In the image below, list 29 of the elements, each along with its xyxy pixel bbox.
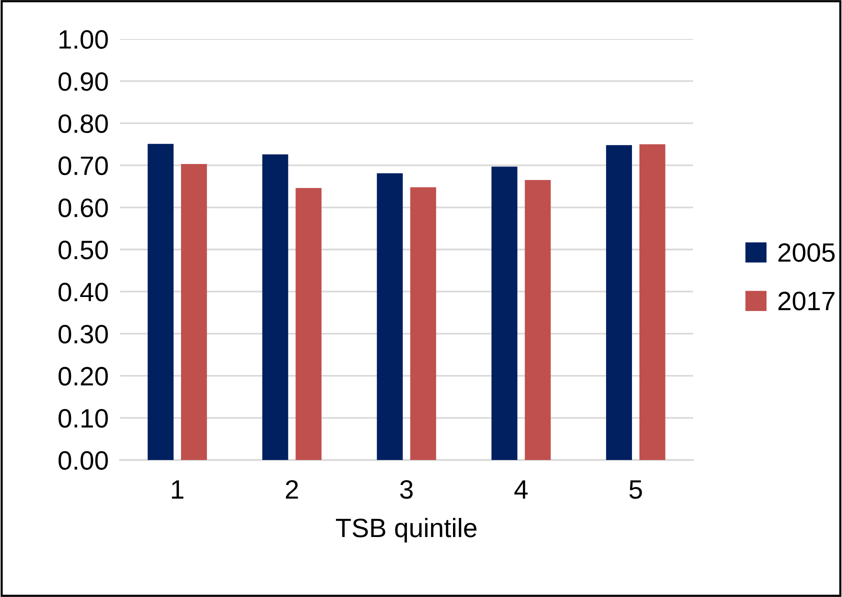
bar [410, 187, 436, 460]
bar [148, 144, 174, 460]
y-tick-label: 0.20 [58, 366, 108, 386]
x-axis-title: TSB quintile [336, 518, 476, 543]
bar [262, 154, 288, 460]
y-tick-label: 0.90 [58, 72, 108, 91]
x-tick-label: 2 [286, 480, 298, 499]
y-tick-label: 1.00 [60, 30, 108, 49]
bar [639, 144, 666, 460]
y-tick-label: 0.00 [58, 451, 108, 470]
x-tick-label: 5 [629, 480, 642, 499]
bar [181, 164, 207, 460]
legend-label: 2005 [778, 243, 835, 262]
y-tick-label: 0.60 [58, 198, 108, 218]
bar [296, 188, 322, 460]
bar [524, 180, 551, 460]
x-tick-label: 3 [400, 480, 413, 499]
x-tick-label: 4 [514, 480, 528, 499]
x-tick-label: 1 [172, 480, 184, 499]
bar [376, 173, 403, 460]
legend-label: 2017 [778, 292, 834, 310]
y-tick-label: 0.70 [58, 156, 108, 176]
y-tick-label: 0.50 [58, 240, 108, 260]
y-tick-label: 0.30 [58, 324, 108, 344]
bar [606, 145, 632, 460]
bar [491, 166, 518, 460]
y-tick-label: 0.40 [58, 282, 108, 302]
y-tick-label: 0.10 [58, 409, 108, 428]
y-tick-label: 0.80 [58, 114, 108, 134]
